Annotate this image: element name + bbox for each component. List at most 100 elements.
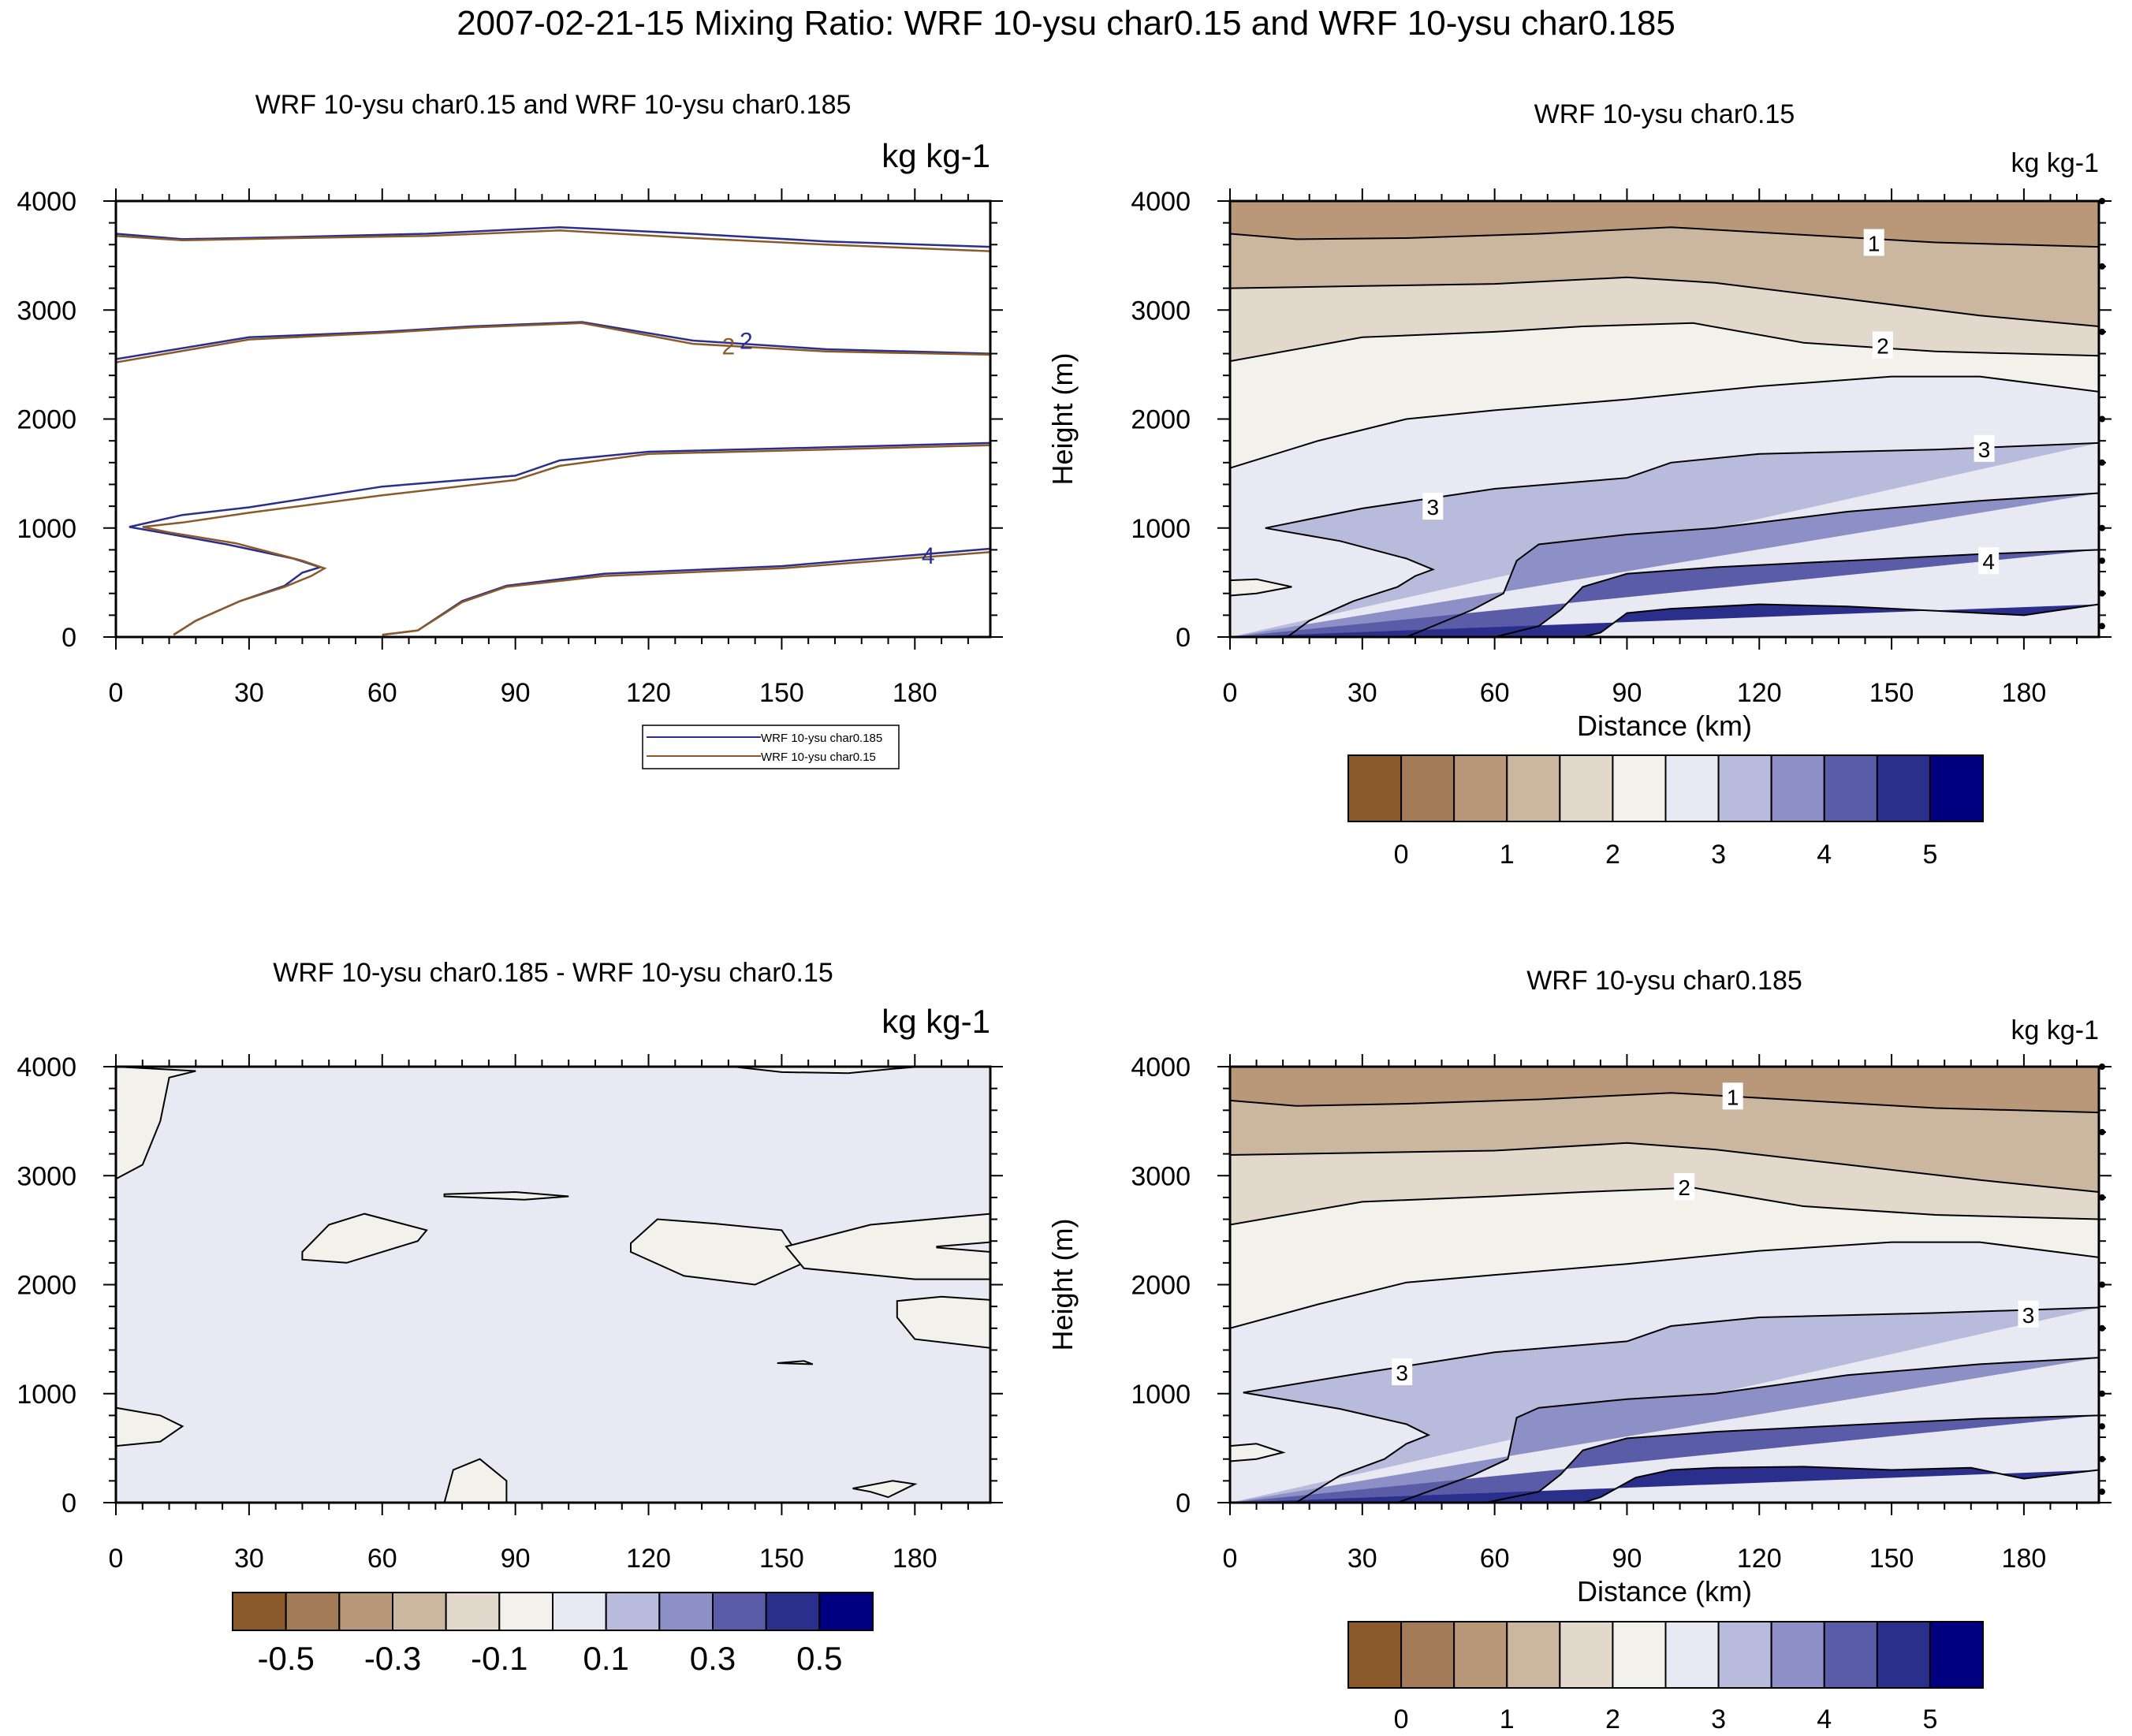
colorbar-label: 0 bbox=[1394, 840, 1409, 870]
panel-units: kg kg-1 bbox=[882, 1003, 990, 1040]
contour-island bbox=[785, 1213, 990, 1280]
contour-island bbox=[896, 1295, 990, 1349]
colorbar-label: 5 bbox=[1922, 840, 1937, 870]
colorbar: 0 1 2 3 4 5 bbox=[1347, 1621, 1985, 1734]
y-tick-label: 2000 bbox=[17, 405, 76, 435]
colorbar-swatch bbox=[1506, 754, 1561, 822]
line-label: 4 bbox=[922, 543, 935, 569]
legend-label: WRF 10-ysu char0.185 bbox=[761, 732, 882, 745]
colorbar-swatch bbox=[1664, 1621, 1720, 1689]
colorbar-swatch bbox=[818, 1592, 874, 1631]
contour-label-box bbox=[1974, 434, 1995, 462]
colorbar-swatch bbox=[1929, 1621, 1985, 1689]
y-tick-label: 2000 bbox=[1131, 405, 1191, 435]
colorbar: 0 1 2 3 4 5 bbox=[1347, 754, 1985, 870]
colorbar-swatch bbox=[765, 1592, 821, 1631]
contour-band bbox=[1230, 1415, 2099, 1503]
x-tick-label: 150 bbox=[759, 678, 804, 708]
contour-label-box bbox=[2018, 1300, 2039, 1328]
x-tick-label: 0 bbox=[1223, 678, 1238, 708]
y-tick-label: 4000 bbox=[1131, 1052, 1191, 1082]
colorbar-swatch bbox=[1453, 754, 1508, 822]
contour-band bbox=[1230, 493, 2099, 637]
contour-line bbox=[1230, 375, 2099, 469]
contour-label: 3 bbox=[2022, 1303, 2035, 1328]
colorbar-swatch bbox=[1823, 1621, 1878, 1689]
x-tick-label: 90 bbox=[501, 678, 531, 708]
y-tick-label: 0 bbox=[1176, 1488, 1191, 1518]
x-tick-label: 90 bbox=[1612, 678, 1642, 708]
plot-frame bbox=[114, 199, 992, 639]
colorbar-label: 0 bbox=[1394, 1704, 1409, 1734]
contour-island bbox=[116, 1406, 184, 1447]
y-tick-label: 0 bbox=[1176, 623, 1191, 653]
panels: WRF 10-ysu char0.15 and WRF 10-ysu char0… bbox=[17, 90, 2112, 1734]
colorbar-swatch bbox=[1929, 754, 1985, 822]
x-tick-label: 180 bbox=[893, 1544, 937, 1574]
colorbar-label: -0.3 bbox=[364, 1640, 421, 1677]
panel-difference: WRF 10-ysu char0.185 - WRF 10-ysu char0.… bbox=[17, 958, 1003, 1677]
contour-label-box bbox=[1674, 1173, 1695, 1201]
contour-island bbox=[777, 1360, 814, 1365]
contour-band bbox=[1230, 1466, 2099, 1503]
colorbar-swatch bbox=[1453, 1621, 1508, 1689]
y-axis-label: Height (m) bbox=[1046, 352, 1079, 485]
colorbar-swatch bbox=[1664, 754, 1720, 822]
plot-area: 1 2 3 3 4 bbox=[1230, 201, 2099, 637]
legend-box bbox=[642, 725, 900, 769]
contour-band bbox=[1230, 1358, 2099, 1503]
x-tick-label: 30 bbox=[1347, 1544, 1377, 1574]
contour-island bbox=[732, 1067, 919, 1075]
contour-label: 2 bbox=[1678, 1175, 1690, 1200]
colorbar-swatch bbox=[1876, 754, 1931, 822]
contour-label: 3 bbox=[1978, 438, 1991, 462]
plot-area: 2 2 4 bbox=[116, 225, 990, 636]
contour-line bbox=[1243, 1306, 2099, 1503]
contour-line bbox=[1230, 276, 2099, 327]
x-tick-label: 0 bbox=[1223, 1544, 1238, 1574]
y-tick-label: 1000 bbox=[1131, 514, 1191, 544]
contour-line bbox=[1494, 549, 2099, 637]
colorbar-label: 4 bbox=[1817, 1704, 1832, 1734]
y-tick-label: 1000 bbox=[17, 514, 76, 544]
colorbar-swatch bbox=[285, 1592, 341, 1631]
legend-label: WRF 10-ysu char0.15 bbox=[761, 751, 876, 764]
x-axis-label: Distance (km) bbox=[1577, 1575, 1752, 1607]
colorbar-swatch bbox=[1559, 754, 1614, 822]
x-tick-label: 60 bbox=[1480, 678, 1510, 708]
x-tick-label: 120 bbox=[1737, 1544, 1782, 1574]
contour-island bbox=[443, 1190, 569, 1201]
contour-label: 3 bbox=[1427, 495, 1440, 520]
series-line bbox=[382, 547, 990, 636]
plot-area: 1 2 3 3 bbox=[1230, 1067, 2099, 1503]
y-tick-label: 1000 bbox=[17, 1380, 76, 1410]
colorbar-label: 4 bbox=[1817, 840, 1832, 870]
colorbar-swatch bbox=[1400, 1621, 1456, 1689]
colorbar-swatch bbox=[1559, 1621, 1614, 1689]
colorbar-swatch bbox=[1770, 1621, 1825, 1689]
edge-marker bbox=[2099, 1423, 2105, 1430]
panel-title: WRF 10-ysu char0.185 bbox=[1526, 966, 1802, 996]
x-tick-label: 30 bbox=[234, 678, 264, 708]
series-line bbox=[142, 444, 990, 636]
contour-label-box bbox=[1872, 331, 1893, 359]
colorbar-swatch bbox=[1823, 754, 1878, 822]
contour-label-box bbox=[1978, 547, 2000, 575]
colorbar-swatch bbox=[1876, 1621, 1931, 1689]
contour-label: 1 bbox=[1727, 1085, 1739, 1109]
x-tick-label: 60 bbox=[367, 678, 397, 708]
x-tick-label: 90 bbox=[501, 1544, 531, 1574]
colorbar-swatch bbox=[552, 1592, 607, 1631]
contour-label-box bbox=[1722, 1082, 1743, 1110]
contour-island bbox=[443, 1458, 508, 1503]
contour-line bbox=[1582, 1466, 2099, 1503]
colorbar-label: 0.1 bbox=[583, 1640, 628, 1677]
contour-line bbox=[1397, 1357, 2099, 1503]
legend: WRF 10-ysu char0.185 WRF 10-ysu char0.15 bbox=[642, 725, 900, 769]
x-tick-label: 0 bbox=[109, 678, 124, 708]
colorbar-label: 3 bbox=[1711, 1704, 1726, 1734]
contour-line bbox=[1230, 322, 2099, 363]
figure-title: 2007-02-21-15 Mixing Ratio: WRF 10-ysu c… bbox=[457, 4, 1675, 43]
colorbar-swatch bbox=[1612, 754, 1667, 822]
